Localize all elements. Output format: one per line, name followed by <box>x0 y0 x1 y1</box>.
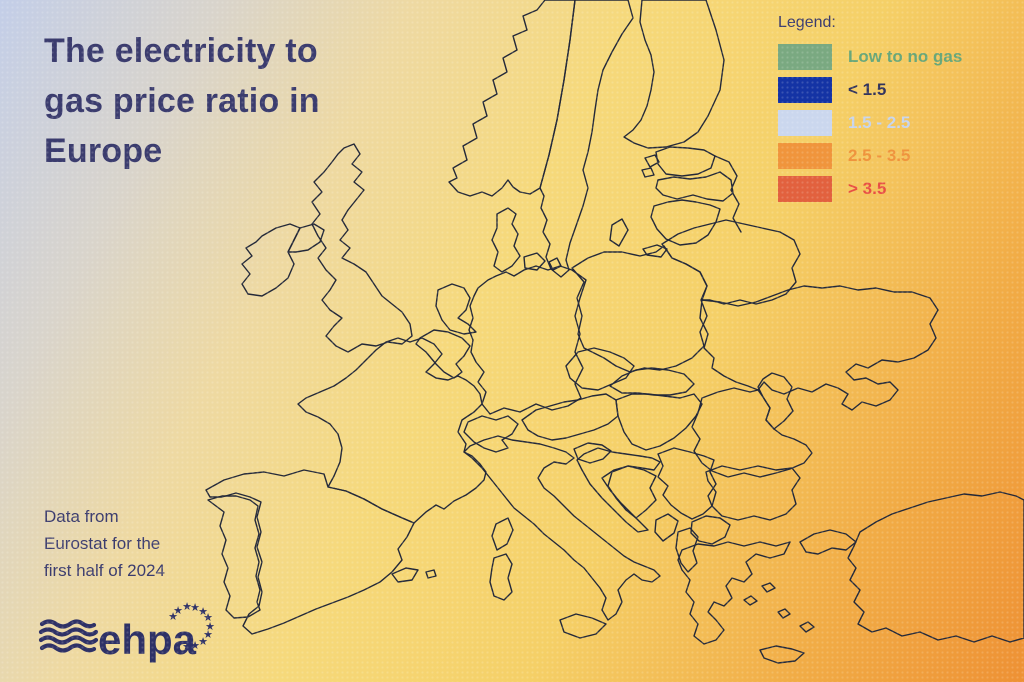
source-note: Data from Eurostat for the first half of… <box>44 507 165 580</box>
country-netherlands <box>435 283 477 335</box>
eu-stars-icon: ★ ★ ★ ★ ★ ★ ★ ★ ★ ★ ★ <box>168 600 215 653</box>
page-title: The electricity to gas price ratio in Eu… <box>44 32 320 170</box>
country-slovenia <box>573 442 612 464</box>
legend-panel: Legend: Low to no gas < 1.5 1.5 - 2.5 2.… <box>778 14 1018 209</box>
island-crete <box>759 645 805 664</box>
star-icon: ★ <box>168 610 178 623</box>
star-icon: ★ <box>198 635 208 648</box>
island-mallorca <box>391 567 419 583</box>
country-serbia <box>657 447 717 520</box>
country-north-macedonia <box>690 515 731 545</box>
country-belgium <box>415 329 471 379</box>
star-icon: ★ <box>203 628 213 641</box>
country-russia-border <box>714 155 742 233</box>
country-belarus <box>661 219 801 305</box>
island-gotland <box>609 218 629 247</box>
country-hungary <box>615 393 703 451</box>
legend-swatch-low-to-no-gas <box>778 44 832 70</box>
country-lithuania <box>650 199 721 246</box>
star-icon: ★ <box>190 639 200 652</box>
country-estonia <box>655 146 716 177</box>
country-finland <box>623 0 725 149</box>
legend-item: Low to no gas <box>778 44 1018 70</box>
island-hiiumaa <box>641 167 655 178</box>
island-zealand <box>523 252 546 271</box>
star-icon: ★ <box>205 620 215 633</box>
country-montenegro <box>654 513 679 542</box>
legend-label: Low to no gas <box>848 47 963 66</box>
country-ukraine <box>699 285 939 411</box>
legend-swatch-gt-3-5 <box>778 176 832 202</box>
island-aegean-4 <box>799 621 815 633</box>
star-icon: ★ <box>198 605 208 618</box>
legend-label: > 3.5 <box>848 179 887 198</box>
ehpa-wordmark: ehpa <box>98 616 197 663</box>
island-corsica <box>491 517 514 551</box>
country-ireland <box>241 223 301 297</box>
star-icon: ★ <box>190 602 200 614</box>
country-spain <box>205 469 415 635</box>
country-romania <box>691 387 813 478</box>
island-menorca <box>425 569 437 579</box>
island-aegean-1 <box>743 595 758 606</box>
country-bulgaria <box>705 465 801 521</box>
country-turkey-thrace <box>799 529 857 555</box>
island-aegean-3 <box>777 608 791 619</box>
country-latvia <box>655 171 734 202</box>
country-germany <box>468 265 587 415</box>
country-italy <box>463 435 661 621</box>
ehpa-logo: ehpa ★ ★ ★ ★ ★ ★ ★ ★ ★ ★ ★ <box>38 600 228 669</box>
country-turkey <box>847 491 1024 643</box>
island-aegean-2 <box>761 582 776 593</box>
star-icon: ★ <box>173 604 183 617</box>
legend-item: 1.5 - 2.5 <box>778 110 1018 136</box>
legend-item: > 3.5 <box>778 176 1018 202</box>
country-switzerland <box>463 415 519 453</box>
legend-heading: Legend: <box>778 14 836 31</box>
country-austria <box>521 393 619 441</box>
legend-swatch-2-5-3-5 <box>778 143 832 169</box>
country-france <box>297 337 487 524</box>
island-sicily <box>559 613 607 639</box>
legend-swatch-1-5-2-5 <box>778 110 832 136</box>
island-saaremaa <box>644 154 660 168</box>
country-croatia <box>576 447 661 533</box>
country-albania <box>675 527 699 573</box>
country-greece <box>677 541 791 645</box>
country-denmark <box>491 207 521 273</box>
country-bosnia <box>607 465 657 519</box>
legend-item: < 1.5 <box>778 77 1018 103</box>
legend-label: 1.5 - 2.5 <box>848 113 911 132</box>
country-moldova <box>757 372 794 430</box>
legend-item: 2.5 - 3.5 <box>778 143 1018 169</box>
legend-swatch-lt-1-5 <box>778 77 832 103</box>
legend-label: < 1.5 <box>848 80 887 99</box>
country-united-kingdom <box>311 143 413 353</box>
waves-icon <box>38 619 99 653</box>
country-norway <box>448 0 576 197</box>
star-icon: ★ <box>182 640 192 653</box>
country-slovakia <box>609 367 695 396</box>
star-icon: ★ <box>182 602 192 613</box>
island-sardinia <box>489 553 513 601</box>
country-sweden <box>539 0 634 278</box>
country-portugal <box>207 495 261 619</box>
star-icon: ★ <box>203 611 213 624</box>
legend-label: 2.5 - 3.5 <box>848 146 911 165</box>
